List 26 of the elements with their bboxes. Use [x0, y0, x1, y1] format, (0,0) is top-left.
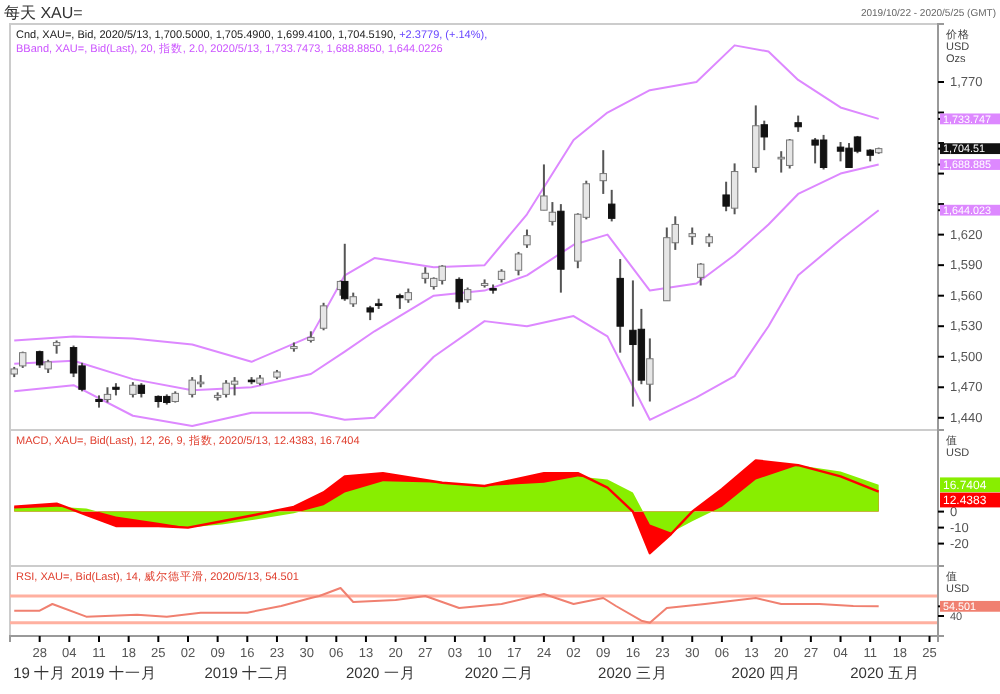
- candlestick: [548, 201, 557, 227]
- candlestick: [523, 228, 531, 249]
- candlestick: [730, 162, 739, 216]
- candlestick: [785, 137, 794, 170]
- candlestick: [319, 301, 328, 332]
- candlestick: [455, 276, 463, 310]
- candlestick: [629, 279, 637, 408]
- candlestick: [599, 149, 607, 195]
- candlestick: [836, 141, 845, 163]
- candlestick: [722, 180, 730, 213]
- candlestick: [752, 104, 760, 174]
- candlestick: [697, 262, 705, 287]
- candlestick: [845, 142, 853, 169]
- line-series: [13, 209, 880, 427]
- candlestick: [608, 188, 616, 223]
- line-series: [13, 163, 880, 392]
- candlestick: [514, 250, 523, 277]
- candlestick: [646, 337, 654, 403]
- candlestick: [811, 136, 819, 165]
- candlestick: [819, 133, 828, 171]
- candlestick: [230, 376, 239, 397]
- line-series: [13, 587, 880, 624]
- candlestick: [616, 258, 624, 354]
- candlestick: [438, 264, 446, 286]
- line-series: [13, 44, 880, 363]
- chart-title: 每天 XAU=: [4, 4, 84, 22]
